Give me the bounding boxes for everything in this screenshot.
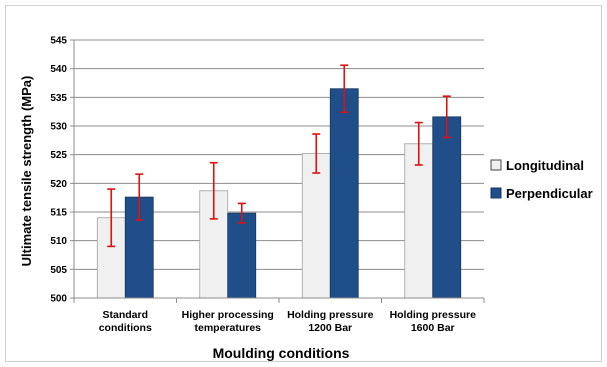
x-category-label: 1200 Bar [308,322,352,334]
y-tick-label: 540 [50,64,67,75]
y-tick-label: 510 [50,236,67,247]
x-category-label: temperatures [194,322,261,334]
legend-label-perpendicular: Perpendicular [506,186,593,201]
x-category-label: Holding pressure [287,309,374,321]
y-tick-label: 505 [50,265,67,276]
y-tick-label: 535 [50,93,67,104]
y-axis-label: Ultimate tensile strength (MPa) [19,76,34,267]
y-tick-label: 515 [50,208,67,219]
error-bars [107,64,451,248]
legend-swatch-longitudinal [490,159,502,171]
x-category-label: Holding pressure [390,309,477,321]
y-tick-label: 525 [50,150,67,161]
bar-longitudinal-2 [301,153,331,299]
bar-longitudinal-3 [404,143,434,299]
y-tick-label: 500 [50,294,67,305]
y-tick-label: 530 [50,122,67,133]
x-category-label: Standard [102,309,148,321]
y-tick-label: 520 [50,179,67,190]
bars [96,88,462,299]
x-category-label: 1600 Bar [411,322,455,334]
legend-label-longitudinal: Longitudinal [506,158,584,173]
legend-swatch-perpendicular [490,187,502,199]
bar-perpendicular-3 [432,116,462,299]
legend: Longitudinal Perpendicular [490,158,593,201]
bar-perpendicular-1 [227,212,257,299]
x-category-label: conditions [99,322,152,334]
y-tick-label: 545 [50,36,67,47]
chart-frame [5,5,602,362]
y-tick-labels: 500 505 510 515 520 525 530 535 540 545 [50,36,67,305]
x-axis-label: Moulding conditions [213,345,350,361]
x-category-label: Higher processing [182,309,274,321]
axes [73,40,485,303]
bar-perpendicular-2 [329,88,359,299]
